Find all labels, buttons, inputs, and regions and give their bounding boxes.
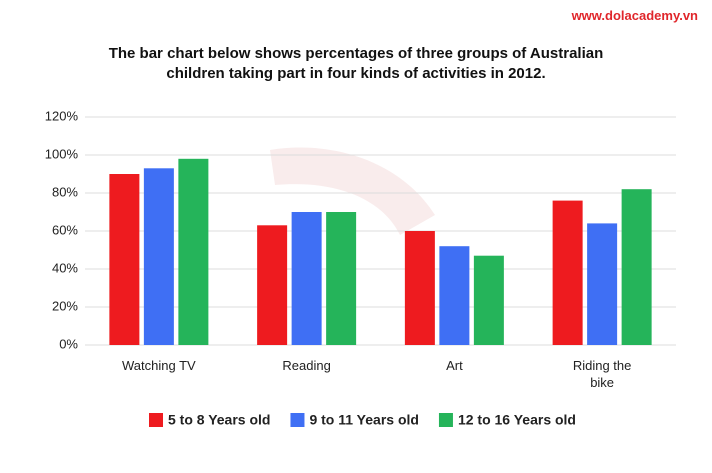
legend-swatch bbox=[290, 413, 305, 427]
bar bbox=[291, 212, 322, 345]
y-tick-label: 0% bbox=[59, 336, 78, 351]
y-tick-label: 80% bbox=[52, 184, 78, 199]
bar bbox=[439, 246, 470, 345]
legend-label: 12 to 16 Years old bbox=[458, 412, 576, 428]
x-tick-label: Watching TV bbox=[122, 358, 196, 373]
bar bbox=[109, 174, 140, 345]
bar bbox=[473, 255, 504, 345]
x-tick-label: Art bbox=[446, 358, 463, 373]
legend-swatch bbox=[149, 413, 163, 427]
bar bbox=[143, 168, 174, 345]
watermark: www.dolacademy.vn bbox=[571, 8, 698, 23]
bar bbox=[178, 158, 209, 345]
y-tick-label: 100% bbox=[45, 146, 79, 161]
x-tick-label: Riding the bike bbox=[572, 358, 632, 390]
bar bbox=[404, 231, 435, 345]
bar bbox=[552, 200, 583, 345]
bar bbox=[587, 223, 618, 345]
chart-title: The bar chart below shows percentages of… bbox=[108, 45, 604, 82]
y-tick-label: 40% bbox=[52, 260, 78, 275]
y-tick-label: 60% bbox=[52, 222, 78, 237]
bar bbox=[326, 212, 357, 345]
x-tick-label: Reading bbox=[282, 358, 331, 373]
y-tick-label: 20% bbox=[52, 298, 78, 313]
bar bbox=[621, 189, 652, 345]
legend-label: 5 to 8 Years old bbox=[168, 412, 270, 428]
logo-watermark bbox=[270, 147, 435, 235]
y-tick-label: 120% bbox=[45, 108, 79, 123]
legend-label: 9 to 11 Years old bbox=[309, 412, 418, 428]
bar bbox=[257, 225, 288, 345]
legend-swatch bbox=[438, 413, 453, 427]
